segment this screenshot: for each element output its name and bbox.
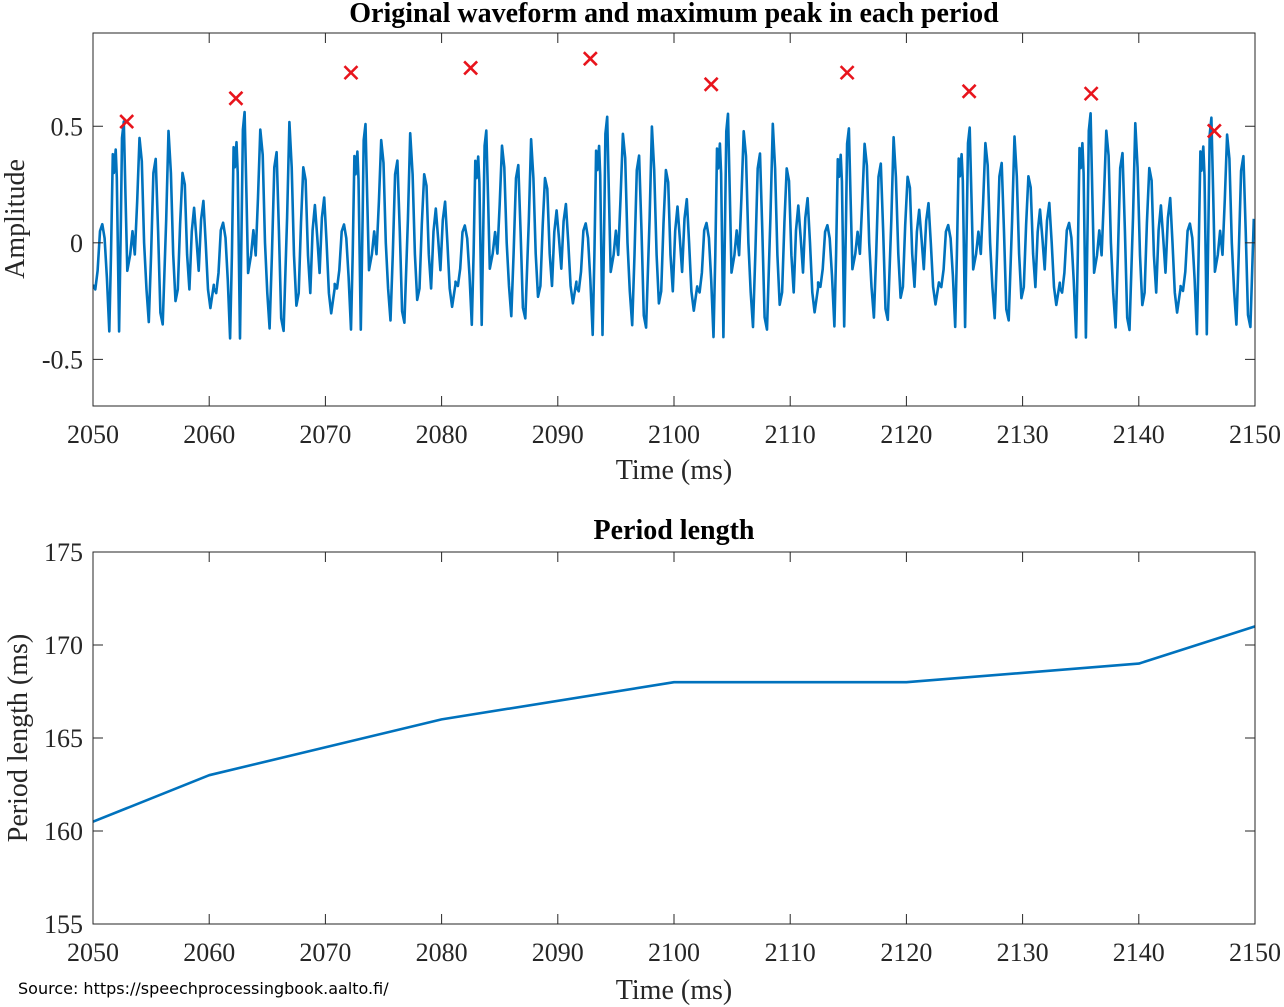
waveform-marks	[93, 51, 1255, 340]
period-length-x-axis-label: Time (ms)	[616, 975, 732, 1006]
peak-marker	[1083, 86, 1099, 102]
period-length-y-tick-label: 155	[44, 910, 83, 939]
waveform-x-tick-label: 2110	[765, 420, 816, 449]
period-length-marks	[92, 625, 1256, 823]
waveform-y-tick-label: 0	[70, 229, 83, 258]
period-length-x-tick-label: 2110	[765, 938, 816, 967]
period-length-x-tick-label: 2050	[67, 938, 119, 967]
waveform-panel: 2050 2060 2070 2080 2090 2100 2110 2120 2130 2140…	[0, 0, 1281, 486]
waveform-title: Original waveform and maximum peak in ea…	[349, 0, 999, 29]
waveform-x-tick-label: 2090	[532, 420, 584, 449]
waveform-x-tick-label: 2050	[67, 420, 119, 449]
period-length-series-line	[92, 625, 1256, 823]
period-length-y-tick-label: 175	[44, 538, 83, 567]
peak-marker	[1206, 123, 1222, 139]
period-length-x-tick-label: 2090	[532, 938, 584, 967]
period-length-y-tick-label: 165	[44, 724, 83, 753]
period-length-x-tick-label: 2140	[1113, 938, 1165, 967]
peak-marker	[961, 83, 977, 99]
waveform-x-tick-label: 2130	[997, 420, 1049, 449]
waveform-x-tick-label: 2120	[880, 420, 932, 449]
waveform-plot-area	[93, 33, 1255, 406]
waveform-x-tick-label: 2150	[1229, 420, 1281, 449]
waveform-y-axis-label: Amplitude	[0, 159, 31, 279]
period-length-x-tick-label: 2070	[299, 938, 351, 967]
peak-marker	[119, 114, 135, 130]
waveform-x-tick-label: 2100	[648, 420, 700, 449]
waveform-y-tick-label: 0.5	[51, 112, 84, 141]
source-note: Source: https://speechprocessingbook.aal…	[18, 979, 389, 998]
period-length-x-tick-label: 2150	[1229, 938, 1281, 967]
peak-marker	[343, 65, 359, 81]
period-length-title: Period length	[594, 515, 755, 546]
waveform-y-tick-label: -0.5	[42, 345, 83, 374]
period-length-x-tick-label: 2100	[648, 938, 700, 967]
period-length-y-axis-label: Period length (ms)	[3, 634, 34, 842]
waveform-x-tick-label: 2060	[183, 420, 235, 449]
waveform-x-tick-label: 2070	[299, 420, 351, 449]
period-length-x-tick-label: 2060	[183, 938, 235, 967]
peak-marker	[228, 90, 244, 106]
waveform-series-line	[93, 110, 1255, 340]
period-length-x-tick-label: 2080	[416, 938, 468, 967]
waveform-x-axis-label: Time (ms)	[616, 455, 732, 486]
period-length-y-tick-label: 170	[44, 631, 83, 660]
period-length-x-tick-label: 2130	[997, 938, 1049, 967]
peak-marker	[582, 51, 598, 67]
period-length-x-tick-label: 2120	[880, 938, 932, 967]
peak-marker	[839, 65, 855, 81]
period-length-plot-area	[93, 552, 1255, 924]
peak-marker	[703, 76, 719, 92]
waveform-x-tick-label: 2140	[1113, 420, 1165, 449]
peak-marker	[463, 60, 479, 76]
waveform-axes: 2050 2060 2070 2080 2090 2100 2110 2120 2130 2140…	[42, 32, 1281, 449]
period-length-panel: 2050 2060 2070 2080 2090 2100 2110 2120 2130 2140…	[3, 515, 1281, 1006]
waveform-x-tick-label: 2080	[416, 420, 468, 449]
period-length-axes: 2050 2060 2070 2080 2090 2100 2110 2120 2130 2140…	[44, 538, 1281, 967]
period-length-y-tick-label: 160	[44, 817, 83, 846]
